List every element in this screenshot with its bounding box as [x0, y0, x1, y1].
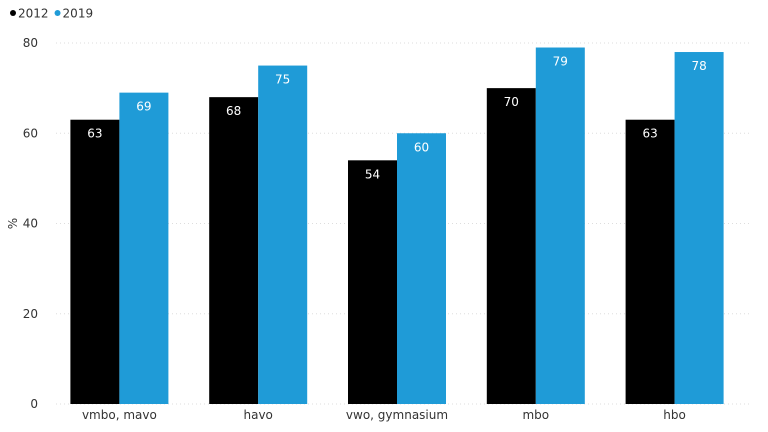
data-label-2019-0: 69: [136, 100, 151, 114]
data-label-2019-1: 75: [275, 73, 290, 87]
data-label-2012-2: 54: [365, 167, 380, 181]
bar-2012-1: [209, 97, 259, 405]
category-labels: vmbo, mavo havo vwo, gymnasium mbo hbo: [82, 408, 686, 422]
y-tick-label-40: 40: [23, 217, 38, 231]
category-label-4: hbo: [663, 408, 686, 422]
bar-2019-0: [119, 92, 169, 404]
bar-2019-1: [258, 65, 308, 404]
data-label-2012-0: 63: [87, 127, 102, 141]
y-axis-ticks: 0 20 40 60 80: [23, 36, 38, 411]
data-label-2012-1: 68: [226, 104, 241, 118]
y-axis-label: %: [6, 218, 20, 229]
data-label-2019-3: 79: [553, 55, 568, 69]
category-label-3: mbo: [522, 408, 549, 422]
data-label-2012-4: 63: [642, 127, 657, 141]
legend-marker-2019: [54, 10, 61, 16]
bar-2019-2: [397, 133, 446, 404]
bar-2019-4: [674, 52, 724, 405]
bar-2012-0: [70, 119, 120, 405]
bars: 63 69 68 75 54 60 70 79 63 78: [70, 47, 724, 405]
y-tick-label-80: 80: [23, 36, 38, 50]
y-tick-label-0: 0: [30, 397, 38, 411]
bar-2012-2: [348, 160, 397, 404]
y-tick-label-20: 20: [23, 307, 38, 321]
category-label-0: vmbo, mavo: [82, 408, 157, 422]
data-label-2012-3: 70: [504, 95, 519, 109]
legend-marker-2012: [10, 10, 16, 16]
bar-2012-4: [625, 119, 675, 405]
data-label-2019-4: 78: [691, 59, 706, 73]
bar-2019-3: [535, 47, 585, 404]
legend-label-2019: 2019: [63, 7, 94, 21]
bar-2012-3: [486, 88, 536, 404]
data-label-2019-2: 60: [414, 140, 429, 154]
category-label-1: havo: [243, 408, 272, 422]
category-label-2: vwo, gymnasium: [346, 408, 448, 422]
legend-label-2012: 2012: [18, 7, 49, 21]
y-tick-label-60: 60: [23, 126, 38, 140]
legend: 2012 2019: [10, 7, 93, 21]
